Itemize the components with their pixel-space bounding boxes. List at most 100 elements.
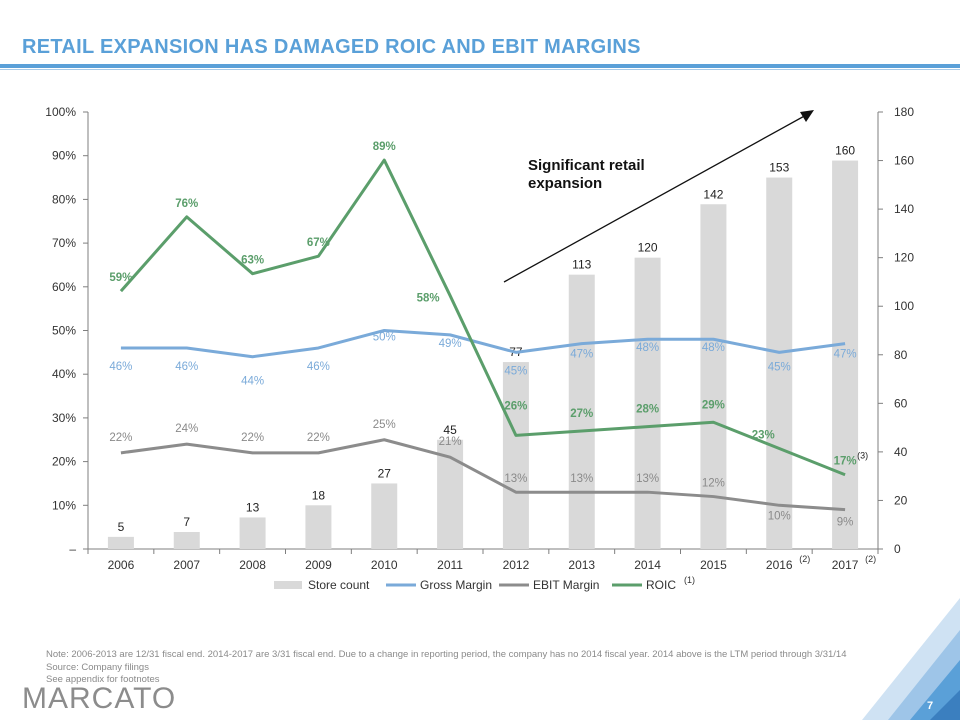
title-rule	[0, 64, 960, 68]
annotation-text: expansion	[528, 175, 602, 192]
store-count-bar	[107, 536, 134, 549]
ebit-margin-label: 10%	[768, 510, 791, 522]
x-tick-label: 2013	[568, 558, 595, 572]
legend-label: EBIT Margin	[533, 578, 599, 592]
right-tick-label: 180	[894, 105, 914, 119]
left-tick-label: 50%	[52, 324, 76, 338]
marcato-logo: MARCATO	[22, 682, 177, 715]
left-tick-label: 10%	[52, 498, 76, 512]
gross-margin-label: 45%	[768, 361, 791, 373]
left-tick-label: 90%	[52, 149, 76, 163]
roic-label: 17%	[834, 456, 857, 468]
legend-label: Store count	[308, 578, 370, 592]
store-count-bar	[502, 362, 529, 549]
roic-label: 59%	[109, 272, 132, 284]
ebit-margin-label: 12%	[702, 478, 725, 490]
x-tick-superscript: (2)	[865, 554, 876, 564]
store-count-label: 18	[312, 488, 326, 502]
legend-swatch-store-count	[274, 581, 302, 589]
gross-margin-label: 46%	[175, 361, 198, 373]
gross-margin-label: 45%	[504, 365, 527, 377]
ebit-margin-label: 13%	[504, 473, 527, 485]
left-tick-label: 70%	[52, 236, 76, 250]
ebit-margin-label: 13%	[636, 473, 659, 485]
roic-line	[119, 158, 846, 477]
ebit-margin-label: 25%	[373, 419, 396, 431]
x-tick-label: 2007	[173, 558, 200, 572]
store-count-bar	[305, 505, 332, 549]
footnotes: Note: 2006-2013 are 12/31 fiscal end. 20…	[46, 649, 846, 687]
roic-label: 26%	[504, 400, 527, 412]
x-tick-label: 2017	[832, 558, 859, 572]
gross-margin-label: 47%	[570, 349, 593, 361]
roic-label: 23%	[752, 429, 775, 441]
x-tick-label: 2010	[371, 558, 398, 572]
x-tick-label: 2014	[634, 558, 661, 572]
ebit-margin-label: 9%	[837, 517, 854, 529]
store-count-label: 45	[443, 423, 457, 437]
store-count-bar	[173, 532, 200, 549]
right-tick-label: 160	[894, 154, 914, 168]
x-tick-superscript: (2)	[799, 554, 810, 564]
left-tick-label: 80%	[52, 192, 76, 206]
x-tick-label: 2009	[305, 558, 332, 572]
page-title: RETAIL EXPANSION HAS DAMAGED ROIC AND EB…	[22, 36, 641, 58]
roic-label: 58%	[417, 293, 440, 305]
roic-label: 29%	[702, 399, 725, 411]
left-tick-label: 20%	[52, 455, 76, 469]
expansion-arrow-shaft	[503, 113, 809, 283]
expansion-arrow-head	[800, 110, 814, 122]
store-count-bar	[700, 204, 727, 549]
gross-margin-label: 49%	[439, 338, 462, 350]
right-tick-label: 40	[894, 445, 908, 459]
gross-margin-label: 46%	[307, 361, 330, 373]
roic-label: 89%	[373, 141, 396, 153]
legend-label: ROIC	[646, 578, 676, 592]
roic-label: 28%	[636, 404, 659, 416]
gross-margin-label: 50%	[373, 332, 396, 344]
roic-label: 27%	[570, 408, 593, 420]
store-count-label: 153	[769, 161, 789, 175]
ebit-margin-line	[120, 438, 846, 512]
roic-label: 67%	[307, 237, 330, 249]
x-tick-label: 2008	[239, 558, 266, 572]
right-tick-label: 80	[894, 348, 908, 362]
ebit-margin-label: 21%	[439, 436, 462, 448]
store-count-bar	[568, 274, 595, 549]
right-tick-label: 20	[894, 493, 908, 507]
title-rule-thin	[0, 69, 960, 70]
annotation-text: Significant retail	[528, 157, 645, 174]
store-count-label: 27	[378, 466, 392, 480]
note-line: Note: 2006-2013 are 12/31 fiscal end. 20…	[46, 649, 847, 660]
store-count-bar	[766, 177, 793, 550]
x-tick-label: 2015	[700, 558, 727, 572]
store-count-bar	[239, 517, 266, 549]
right-tick-label: 60	[894, 396, 908, 410]
gross-margin-label: 48%	[702, 342, 725, 354]
roic-label: 76%	[175, 198, 198, 210]
store-count-label: 7	[183, 515, 190, 529]
store-count-bar	[371, 483, 398, 549]
gross-margin-label: 44%	[241, 376, 264, 388]
appendix-line: See appendix for footnotes	[46, 674, 160, 685]
legend-label: Gross Margin	[420, 578, 492, 592]
store-count-label: 142	[703, 187, 723, 201]
gross-margin-line	[120, 329, 846, 359]
store-count-label: 113	[572, 258, 591, 272]
gross-margin-label: 46%	[109, 361, 132, 373]
ebit-margin-label: 22%	[241, 432, 264, 444]
left-tick-label: 40%	[52, 367, 76, 381]
store-count-bar	[832, 160, 859, 550]
gross-margin-label: 48%	[636, 342, 659, 354]
roic-label: 63%	[241, 255, 264, 267]
left-tick-label: 100%	[45, 105, 76, 119]
ebit-margin-label: 24%	[175, 423, 198, 435]
store-count-label: 13	[246, 500, 260, 514]
ebit-margin-label: 13%	[570, 473, 593, 485]
right-tick-label: 100	[894, 299, 914, 313]
left-tick-label: 60%	[52, 280, 76, 294]
gross-margin-label: 47%	[834, 349, 857, 361]
right-tick-label: 120	[894, 251, 914, 265]
store-count-bar	[634, 257, 661, 549]
store-count-label: 120	[638, 241, 658, 255]
